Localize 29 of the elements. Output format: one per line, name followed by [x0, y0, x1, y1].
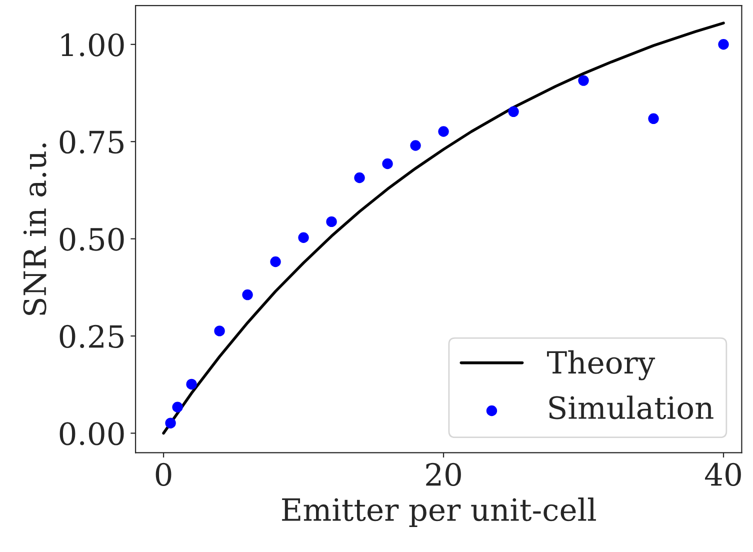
- x-axis-title: Emitter per unit-cell: [282, 497, 596, 528]
- x-tick-label: 0: [156, 462, 172, 486]
- point: [354, 172, 365, 184]
- y-tick-label: 1.00: [62, 33, 124, 56]
- point: [214, 326, 225, 336]
- point: [165, 418, 176, 428]
- y-tick-label: 0.25: [60, 324, 124, 348]
- point: [508, 106, 519, 118]
- y-tick-label: 0.75: [60, 130, 124, 154]
- point: [382, 158, 393, 170]
- point: [438, 126, 449, 137]
- point: [186, 378, 197, 390]
- point: [326, 216, 337, 228]
- point: [298, 232, 309, 243]
- point: [242, 289, 253, 300]
- point: [578, 75, 589, 86]
- point: [648, 113, 659, 124]
- point: [410, 140, 421, 151]
- point: [270, 256, 281, 268]
- legend-label: Theory: [547, 350, 656, 380]
- x-tick-label: 40: [705, 462, 741, 486]
- y-tick-label: 0.00: [60, 422, 124, 446]
- legend-label: Simulation: [549, 396, 714, 420]
- y-tick-label: 0.50: [60, 228, 124, 251]
- point: [172, 402, 183, 413]
- point: [718, 39, 729, 50]
- x-tick-label: 20: [426, 462, 461, 486]
- y-axis-title: SNR in a.u.: [23, 144, 46, 315]
- line-series: [162, 22, 725, 435]
